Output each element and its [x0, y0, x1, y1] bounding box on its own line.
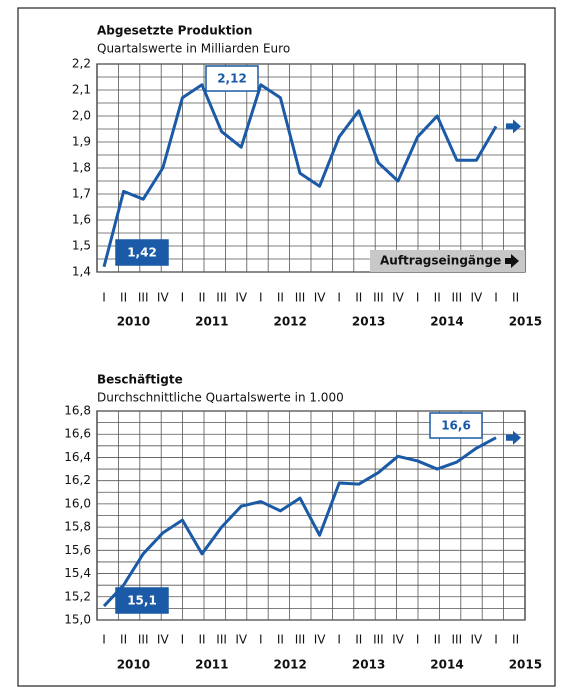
x-tick-label: III	[451, 291, 462, 305]
x-tick-label: II	[434, 633, 441, 647]
x-tick-label: IV	[235, 633, 248, 647]
chart-subtitle: Durchschnittliche Quartalswerte in 1.000	[97, 391, 344, 405]
year-label: 2014	[430, 315, 463, 329]
x-tick-label: II	[277, 291, 284, 305]
value-label: 1,42	[127, 246, 157, 260]
year-label: 2012	[273, 315, 306, 329]
x-tick-label: III	[138, 633, 149, 647]
y-tick-label: 1,9	[72, 135, 91, 149]
x-tick-label: III	[451, 633, 462, 647]
value-label: 16,6	[441, 419, 471, 433]
x-tick-label: III	[373, 291, 384, 305]
y-tick-label: 2,2	[72, 57, 91, 71]
value-label: 15,1	[127, 594, 157, 608]
x-tick-label: II	[512, 291, 519, 305]
note: Auftragseingänge	[380, 254, 501, 268]
x-tick-label: I	[494, 291, 498, 305]
year-label: 2011	[195, 658, 228, 672]
x-tick-label: II	[277, 633, 284, 647]
x-tick-label: III	[216, 633, 227, 647]
y-tick-label: 1,6	[72, 213, 91, 227]
x-tick-label: II	[120, 291, 127, 305]
y-tick-label: 16,2	[64, 473, 91, 487]
arrow	[506, 119, 521, 134]
x-tick-label: IV	[235, 291, 248, 305]
x-tick-label: IV	[471, 291, 484, 305]
x-tick-label: IV	[157, 291, 170, 305]
x-tick-label: I	[259, 291, 263, 305]
x-tick-label: II	[512, 633, 519, 647]
y-tick-label: 1,7	[72, 187, 91, 201]
chart-subtitle: Quartalswerte in Milliarden Euro	[97, 42, 290, 56]
x-tick-label: I	[181, 291, 185, 305]
x-tick-label: IV	[314, 633, 327, 647]
year-label: 2010	[117, 315, 150, 329]
x-tick-label: IV	[392, 633, 405, 647]
year-label: 2014	[430, 658, 463, 672]
x-tick-label: IV	[157, 633, 170, 647]
year-label: 2010	[117, 658, 150, 672]
y-tick-label: 2,1	[72, 83, 91, 97]
y-tick-label: 16,0	[64, 496, 91, 510]
year-label: 2013	[352, 658, 385, 672]
year-label: 2015	[509, 658, 542, 672]
value-label-box	[429, 412, 483, 439]
note-box	[370, 250, 525, 272]
x-tick-label: I	[494, 633, 498, 647]
x-tick-label: I	[416, 291, 420, 305]
x-tick-label: II	[198, 633, 205, 647]
year-label: 2012	[273, 658, 306, 672]
y-tick-label: 1,4	[72, 265, 91, 279]
value-label-box	[205, 65, 259, 92]
x-tick-label: II	[434, 291, 441, 305]
x-tick-label: III	[373, 633, 384, 647]
x-tick-label: II	[120, 633, 127, 647]
y-tick-label: 1,8	[72, 161, 91, 175]
data-line	[102, 436, 497, 608]
year-label: 2013	[352, 315, 385, 329]
x-tick-label: I	[259, 633, 263, 647]
x-tick-label: I	[416, 633, 420, 647]
value-label-box	[115, 587, 169, 614]
x-tick-label: I	[337, 633, 341, 647]
y-tick-label: 15,6	[64, 543, 91, 557]
x-tick-label: II	[355, 291, 362, 305]
x-tick-label: II	[198, 291, 205, 305]
y-tick-label: 15,0	[64, 613, 91, 627]
y-tick-label: 15,4	[64, 566, 91, 580]
arrow	[506, 430, 521, 445]
chart-title: Abgesetzte Produktion	[97, 24, 252, 38]
y-tick-label: 15,2	[64, 589, 91, 603]
chart-title: Beschäftigte	[97, 373, 183, 387]
x-tick-label: IV	[471, 633, 484, 647]
x-tick-label: IV	[314, 291, 327, 305]
y-tick-label: 16,4	[64, 450, 91, 464]
x-tick-label: I	[181, 633, 185, 647]
x-tick-label: III	[295, 291, 306, 305]
value-label: 2,12	[217, 72, 247, 86]
y-tick-label: 15,8	[64, 520, 91, 534]
data-line	[102, 83, 498, 268]
x-tick-label: I	[102, 633, 106, 647]
note-arrow	[505, 254, 519, 268]
x-tick-label: III	[295, 633, 306, 647]
x-tick-label: III	[216, 291, 227, 305]
y-tick-label: 1,5	[72, 239, 91, 253]
y-tick-label: 16,6	[64, 427, 91, 441]
value-label-box	[115, 239, 169, 266]
y-tick-label: 16,8	[64, 404, 91, 418]
x-tick-label: II	[355, 633, 362, 647]
x-tick-label: III	[138, 291, 149, 305]
x-tick-label: IV	[392, 291, 405, 305]
x-tick-label: I	[337, 291, 341, 305]
year-label: 2015	[509, 315, 542, 329]
y-tick-label: 2,0	[72, 109, 91, 123]
year-label: 2011	[195, 315, 228, 329]
x-tick-label: I	[102, 291, 106, 305]
frame	[17, 7, 556, 687]
